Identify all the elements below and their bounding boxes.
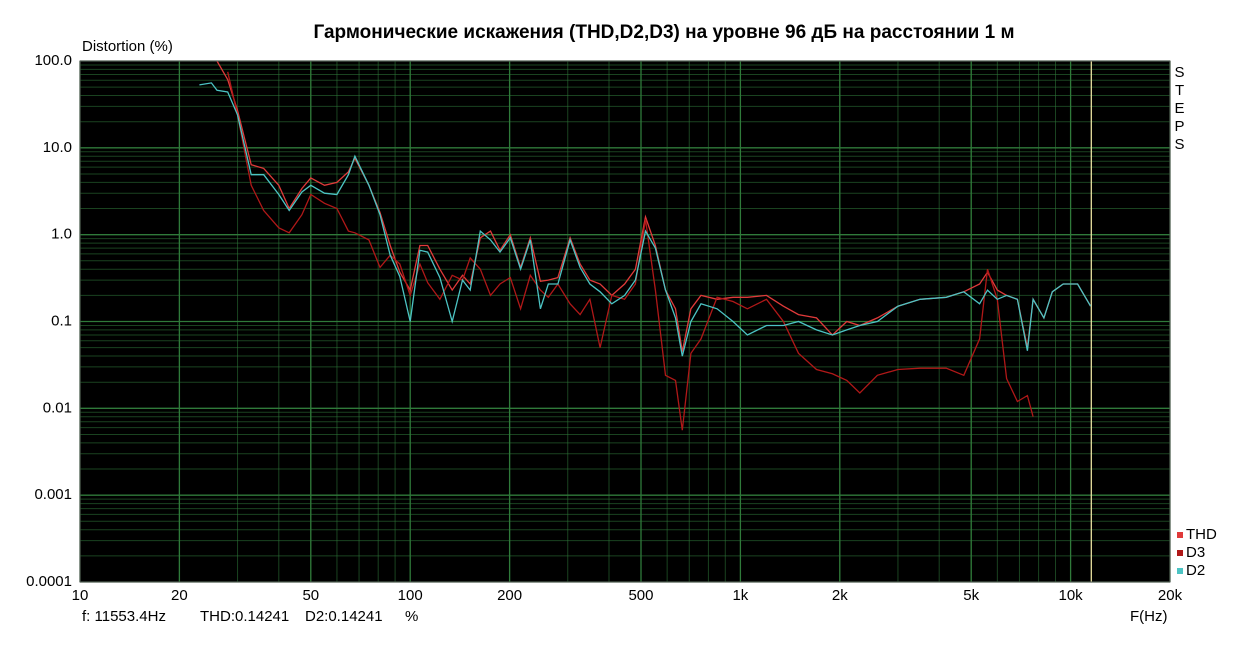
y-tick-label: 0.001: [34, 486, 72, 503]
y-tick-label: 0.0001: [26, 573, 72, 590]
legend-swatch: [1177, 568, 1183, 574]
legend-label: D2: [1186, 562, 1205, 579]
x-tick-label: 20k: [1158, 587, 1183, 604]
x-tick-label: 500: [628, 587, 653, 604]
y-tick-label: 1.0: [51, 226, 72, 243]
series-line: [199, 82, 1092, 357]
y-tick-label: 100.0: [34, 52, 72, 69]
y-tick-label: 0.1: [51, 312, 72, 329]
x-axis-label: F(Hz): [1130, 608, 1168, 625]
x-tick-label: 1k: [732, 587, 748, 604]
x-tick-label: 50: [302, 587, 319, 604]
y-tick-label: 10.0: [43, 139, 72, 156]
status-thd: THD:0.14241: [200, 608, 289, 625]
status-unit: %: [405, 608, 418, 625]
x-tick-label: 10k: [1059, 587, 1084, 604]
y-tick-label: 0.01: [43, 399, 72, 416]
legend-swatch: [1177, 550, 1183, 556]
plot-frame: [79, 60, 1171, 583]
x-tick-label: 10: [72, 587, 89, 604]
x-tick-label: 5k: [963, 587, 979, 604]
status-frequency: f: 11553.4Hz: [82, 608, 166, 625]
legend-label: D3: [1186, 544, 1205, 561]
x-tick-label: 200: [497, 587, 522, 604]
series-line: [227, 71, 1034, 431]
x-tick-label: 100: [398, 587, 423, 604]
x-tick-label: 20: [171, 587, 188, 604]
chart-title: Гармонические искажения (THD,D2,D3) на у…: [313, 22, 1014, 43]
legend-swatch: [1177, 532, 1183, 538]
status-d2: D2:0.14241: [305, 608, 383, 625]
steps-label[interactable]: STEPS: [1171, 64, 1188, 154]
x-tick-label: 2k: [832, 587, 848, 604]
y-axis-label: Distortion (%): [82, 38, 173, 55]
legend-label: THD: [1186, 526, 1217, 543]
